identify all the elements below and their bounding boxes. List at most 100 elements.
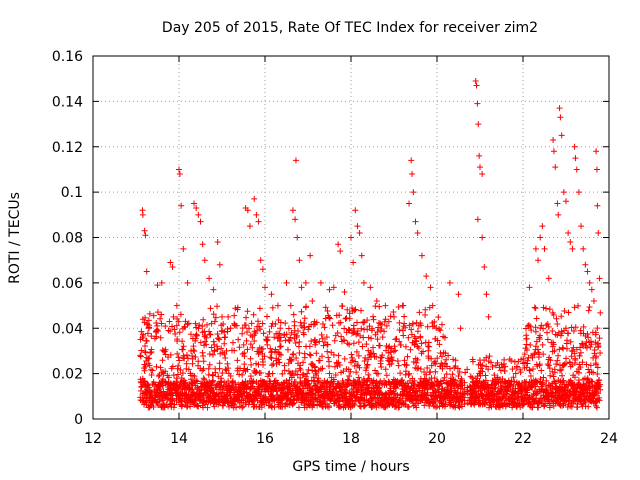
data-point	[576, 352, 583, 359]
data-point	[577, 364, 584, 371]
data-point	[298, 308, 305, 315]
data-point	[415, 345, 422, 352]
data-point	[168, 400, 175, 407]
data-point	[411, 377, 418, 384]
data-point	[336, 312, 343, 319]
data-point	[214, 303, 221, 310]
data-point	[395, 362, 402, 369]
data-point	[284, 346, 291, 353]
data-point	[558, 132, 565, 139]
data-point	[571, 143, 578, 150]
data-point	[194, 378, 201, 385]
data-point	[186, 385, 193, 392]
data-point	[376, 303, 383, 310]
data-point	[489, 363, 496, 370]
data-point	[540, 351, 547, 358]
data-point	[157, 334, 164, 341]
data-point	[216, 365, 223, 372]
data-point	[148, 349, 155, 356]
data-point	[302, 279, 309, 286]
data-point	[153, 363, 160, 370]
data-point	[365, 371, 372, 378]
data-point	[179, 370, 186, 377]
data-point	[423, 371, 430, 378]
data-point	[206, 275, 213, 282]
data-point	[306, 351, 313, 358]
data-point	[417, 322, 424, 329]
data-point	[360, 334, 367, 341]
data-point	[422, 306, 429, 313]
data-point	[193, 402, 200, 409]
data-point	[346, 315, 353, 322]
data-point	[146, 384, 153, 391]
data-point	[405, 371, 412, 378]
data-point	[417, 366, 424, 373]
data-point	[176, 381, 183, 388]
data-point	[563, 345, 570, 352]
data-point	[352, 207, 359, 214]
data-point	[572, 355, 579, 362]
data-point	[508, 357, 515, 364]
data-point	[560, 402, 567, 409]
data-point	[335, 380, 342, 387]
data-point	[559, 402, 566, 409]
data-point	[358, 252, 365, 259]
data-point	[162, 368, 169, 375]
data-point	[158, 311, 165, 318]
data-point	[346, 372, 353, 379]
data-point	[320, 342, 327, 349]
data-point	[251, 195, 258, 202]
data-point	[546, 306, 553, 313]
data-point	[582, 261, 589, 268]
data-point	[580, 245, 587, 252]
data-point	[475, 121, 482, 128]
data-point	[361, 402, 368, 409]
data-point	[583, 344, 590, 351]
x-tick-label: 18	[342, 431, 360, 447]
data-point	[199, 323, 206, 330]
data-point	[387, 349, 394, 356]
data-point	[437, 327, 444, 334]
data-point	[319, 404, 326, 411]
data-point	[588, 341, 595, 348]
y-tick-label: 0.08	[52, 231, 83, 247]
data-point	[222, 355, 229, 362]
data-point	[221, 340, 228, 347]
data-point	[298, 284, 305, 291]
data-point	[170, 404, 177, 411]
data-point	[184, 355, 191, 362]
data-point	[276, 330, 283, 337]
data-point	[318, 331, 325, 338]
data-point	[494, 375, 501, 382]
data-point	[335, 352, 342, 359]
data-point	[289, 351, 296, 358]
data-point	[483, 291, 490, 298]
data-point	[210, 378, 217, 385]
data-point	[551, 347, 558, 354]
data-point	[392, 385, 399, 392]
data-point	[535, 257, 542, 264]
data-point	[585, 307, 592, 314]
x-tick-label: 24	[600, 431, 618, 447]
data-point	[362, 402, 369, 409]
data-point	[378, 321, 385, 328]
data-point	[275, 356, 282, 363]
data-point	[212, 314, 219, 321]
data-point	[175, 318, 182, 325]
data-point	[554, 321, 561, 328]
data-point	[361, 358, 368, 365]
data-point	[274, 302, 281, 309]
data-point	[206, 328, 213, 335]
data-point	[311, 363, 318, 370]
data-point	[402, 343, 409, 350]
data-point	[397, 370, 404, 377]
data-point	[225, 313, 232, 320]
data-point	[533, 315, 540, 322]
data-point	[517, 369, 524, 376]
data-point	[446, 279, 453, 286]
data-point	[479, 368, 486, 375]
data-point	[339, 303, 346, 310]
data-point	[325, 354, 332, 361]
data-point	[219, 369, 226, 376]
data-point	[547, 372, 554, 379]
